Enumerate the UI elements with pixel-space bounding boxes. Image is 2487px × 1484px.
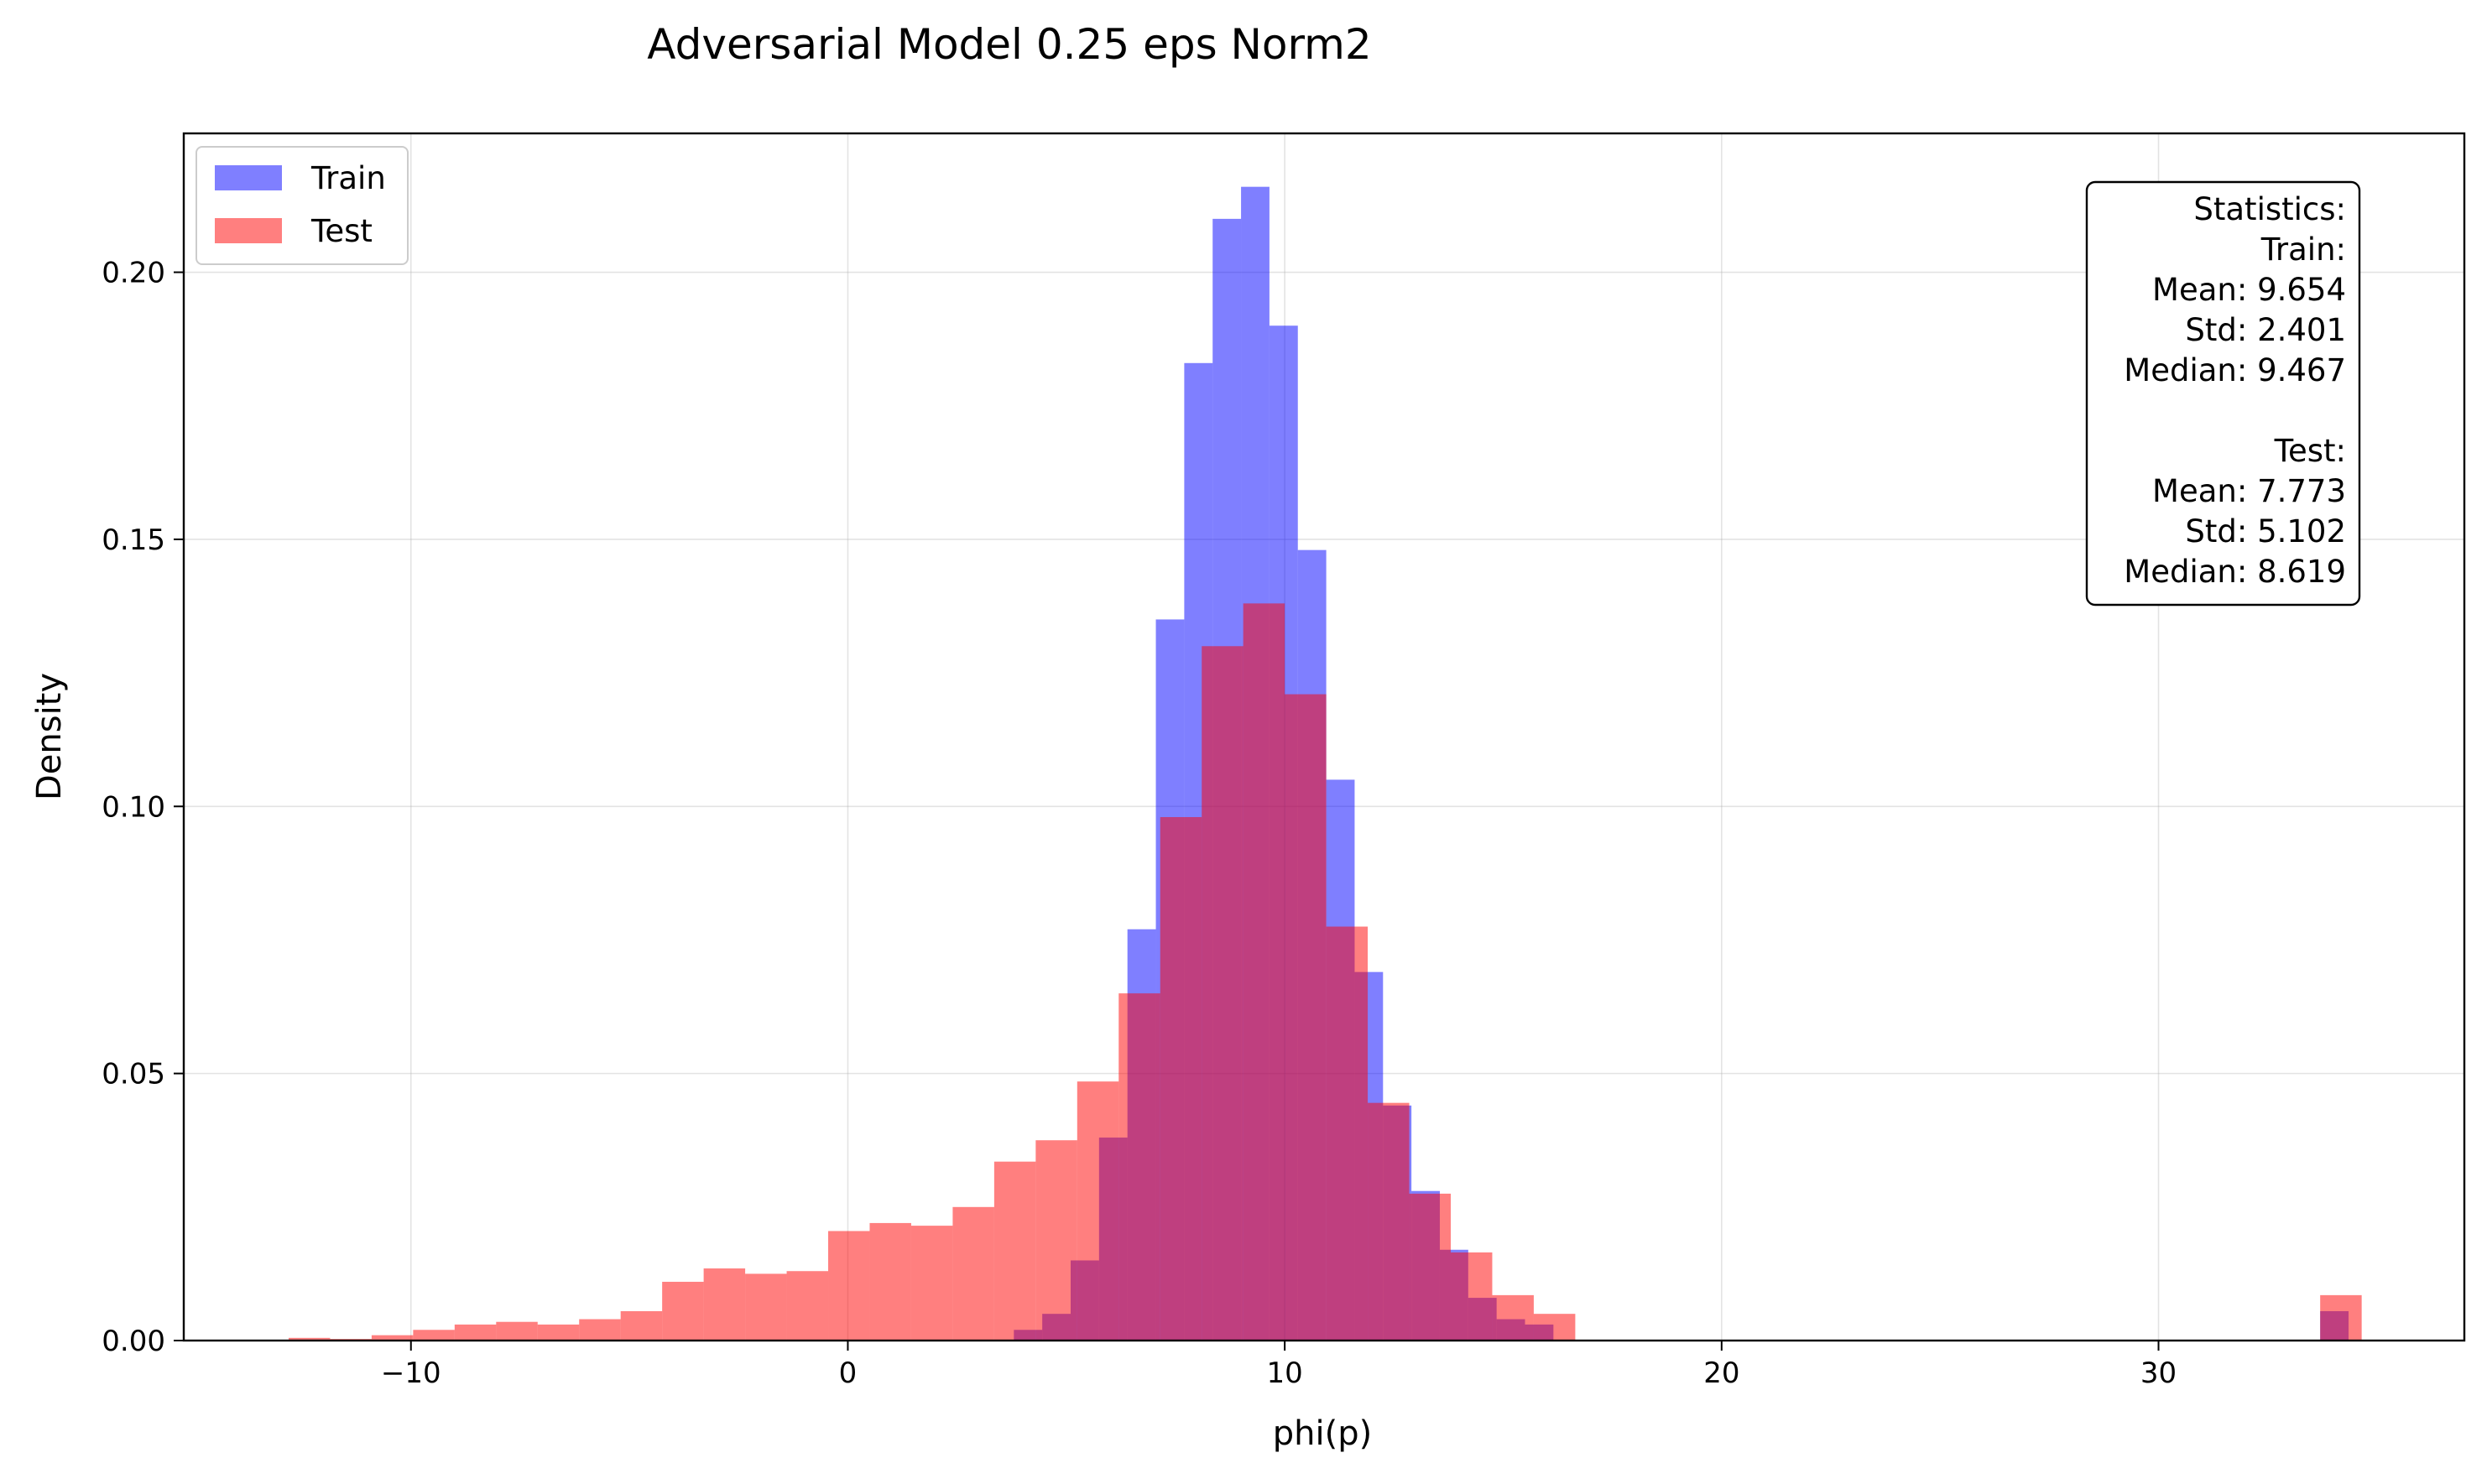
stats-line: Mean: 9.654: [2152, 272, 2346, 308]
histogram-bar-test: [537, 1324, 580, 1341]
histogram-bar-test: [786, 1271, 829, 1341]
histogram-bar-test: [454, 1324, 497, 1341]
histogram-bar-test: [1243, 603, 1285, 1341]
y-tick-label: 0.15: [102, 523, 165, 557]
chart-title: Adversarial Model 0.25 eps Norm2: [647, 20, 1371, 69]
histogram-bar-test: [952, 1206, 994, 1341]
legend: Train Test: [196, 146, 409, 265]
histogram-bar-test: [910, 1226, 953, 1341]
stats-line: Statistics:: [2193, 191, 2346, 227]
histogram-bar-test: [2320, 1294, 2362, 1341]
histogram-bar-test: [1409, 1193, 1451, 1341]
y-tick-label: 0.00: [102, 1325, 165, 1358]
statistics-box: Statistics: Train: Mean: 9.654 Std: 2.40…: [2085, 180, 2361, 607]
stats-line: Median: 8.619: [2124, 554, 2346, 590]
stats-line: Std: 2.401: [2185, 312, 2346, 348]
x-tick-label: −10: [381, 1356, 441, 1390]
histogram-bar-test: [1077, 1081, 1119, 1341]
histogram-bar-test: [1368, 1102, 1410, 1341]
y-axis-label: Density: [30, 673, 69, 800]
x-tick-label: 20: [1703, 1356, 1739, 1390]
histogram-bar-test: [869, 1222, 911, 1341]
histogram-bar-test: [993, 1161, 1036, 1341]
histogram-bar-test: [1202, 646, 1244, 1341]
stats-line: Train:: [2260, 232, 2346, 268]
histogram-bar-test: [579, 1319, 621, 1341]
x-tick-label: 30: [2140, 1356, 2177, 1390]
histogram-bar-test: [288, 1337, 331, 1341]
y-tick-label: 0.05: [102, 1058, 165, 1091]
histogram-bar-test: [745, 1273, 787, 1341]
legend-label-test: Test: [310, 213, 373, 249]
histogram-bar-test: [703, 1268, 746, 1341]
histogram-bar-test: [1326, 926, 1369, 1341]
plot-frame: [182, 132, 2466, 1342]
histogram-bar-test: [828, 1231, 870, 1341]
axis-ticks: −10 0 10 20 30 0.00 0.05 0.10 0.15 0.20: [102, 257, 2177, 1390]
x-tick-label: 10: [1267, 1356, 1303, 1390]
stats-line: Median: 9.467: [2124, 352, 2346, 388]
histogram-bar-test: [662, 1281, 704, 1341]
histogram-bar-test: [1285, 694, 1327, 1341]
histogram-bar-test: [496, 1321, 538, 1341]
y-tick-label: 0.20: [102, 257, 165, 290]
histogram-bar-test: [371, 1335, 414, 1341]
x-tick-label: 0: [839, 1356, 858, 1390]
histogram-bar-test: [413, 1330, 455, 1341]
legend-swatch-train: [215, 165, 282, 190]
legend-swatch-test: [215, 218, 282, 243]
y-tick-label: 0.10: [102, 790, 165, 824]
histogram-bar-test: [1492, 1294, 1534, 1341]
histogram-bar-test: [1451, 1252, 1493, 1341]
histogram-bar-test: [620, 1310, 663, 1341]
x-axis-label: phi(p): [1273, 1414, 1372, 1453]
histogram-bar-test: [1118, 993, 1160, 1341]
stats-line: Test:: [2274, 433, 2346, 469]
legend-label-train: Train: [310, 160, 386, 196]
histogram-bar-test: [1035, 1140, 1077, 1341]
stats-line: Std: 5.102: [2185, 513, 2346, 549]
histogram-bar-test: [1160, 817, 1202, 1341]
histogram-bar-test: [1533, 1314, 1576, 1341]
bars: [288, 186, 2362, 1341]
series-test: [288, 603, 2362, 1341]
stats-line: Mean: 7.773: [2152, 473, 2346, 509]
statistics-box-frame: [2085, 180, 2361, 607]
